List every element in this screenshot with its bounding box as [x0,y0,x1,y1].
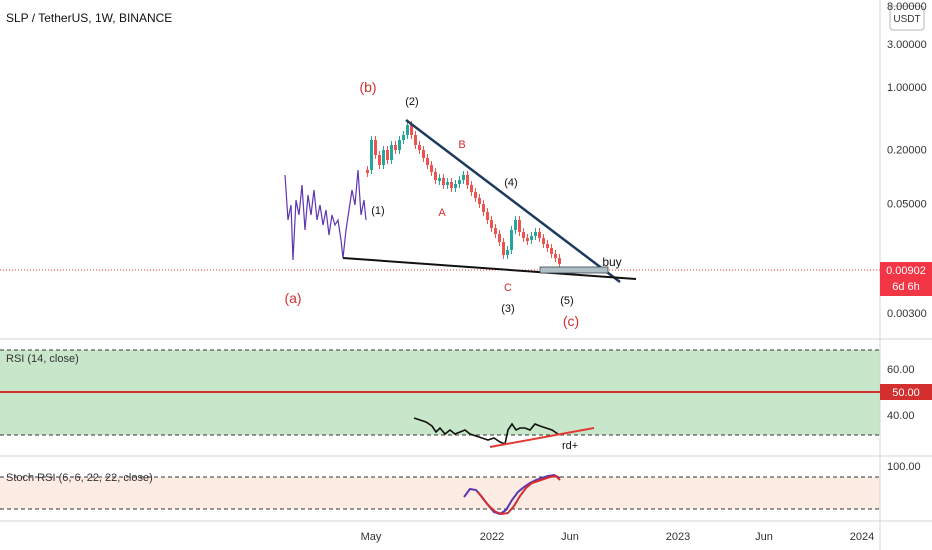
wave-label-a: (a) [284,290,301,306]
rsi-level-40: 40.00 [887,410,915,422]
price-tick-label: 0.00300 [887,308,927,320]
candle-body [494,228,497,234]
candle-body [558,258,561,264]
candle-body [542,238,545,244]
currency-label: USDT [893,14,920,25]
time-tick-2024: 2024 [850,531,874,543]
candle-body [370,140,373,170]
candle-body [482,204,485,212]
candle-body [398,140,401,150]
candle-body [502,242,505,255]
wave-label-C: C [504,282,512,294]
price-tick-label: 8.00000 [887,1,927,13]
current-price-badge [880,262,932,296]
wave-label-A: A [438,207,446,219]
candle-body [430,165,433,172]
candle-body [550,248,553,254]
stoch-level-100: 100.00 [887,461,921,473]
candle-body [478,198,481,204]
time-tick-may: May [361,531,382,543]
candle-body [514,220,517,230]
rsi-divergence-label: rd+ [562,440,578,452]
candle-body [538,232,541,238]
time-tick-jun-2023: Jun [755,531,773,543]
candle-body [442,178,445,185]
stoch-band [0,477,880,509]
price-tick-label: 0.05000 [887,199,927,211]
candle-body [498,234,501,242]
price-line-early [284,169,367,261]
candle-body [366,170,369,173]
candle-body [526,238,529,241]
buy-label: buy [602,255,621,269]
price-axis-ticks: 8.00000 3.00000 1.00000 0.20000 0.05000 0.003… [887,1,927,320]
wave-label-4: (4) [504,177,517,189]
price-tick-label: 3.00000 [887,39,927,51]
countdown-label: 6d 6h [892,281,920,293]
candle-body [426,158,429,165]
candle-body [386,150,389,160]
candle-body [374,140,377,155]
candle-body [530,236,533,240]
rsi-level-60: 60.00 [887,364,915,376]
candle-body [394,145,397,150]
wave-label-c: (c) [563,313,579,329]
price-tick-label: 1.00000 [887,82,927,94]
candle-body [414,135,417,145]
currency-badge[interactable] [889,5,925,31]
time-tick-2023: 2023 [666,531,690,543]
candle-body [522,232,525,238]
wave-label-3: (3) [501,303,514,315]
price-tick-label: 0.20000 [887,145,927,157]
buy-zone [539,266,609,274]
wave-label-B: B [458,139,465,151]
candle-body [458,180,461,184]
candle-body [506,250,509,255]
rsi-mid-badge [880,384,932,400]
candle-body [454,184,457,188]
candle-body [534,232,537,236]
candle-body [510,230,513,250]
candle-body [390,145,393,160]
price-candles [366,121,561,268]
time-tick-2022: 2022 [480,531,504,543]
candle-body [410,125,413,135]
candle-body [518,220,521,232]
candle-body [382,150,385,165]
candle-body [446,182,449,185]
candle-body [554,254,557,258]
candle-body [474,192,477,198]
candle-body [434,172,437,180]
candle-body [438,178,441,181]
symbol-header[interactable]: SLP / TetherUS, 1W, BINANCE [6,11,172,25]
upper-trendline [405,119,621,283]
rsi-title[interactable]: RSI (14, close) [6,353,79,365]
candle-body [546,244,549,248]
wave-label-5: (5) [560,295,573,307]
rsi-divergence-line [489,427,595,448]
candle-body [402,135,405,140]
candle-body [378,155,381,165]
candle-body [406,125,409,135]
candle-body [422,150,425,158]
rsi-line [413,417,559,446]
current-price-label: 0.00902 [886,265,926,277]
candle-body [466,175,469,185]
candle-body [486,212,489,220]
time-tick-jun-2022: Jun [561,531,579,543]
lower-trendline [342,257,637,280]
wave-label-b: (b) [359,79,376,95]
wave-label-1: (1) [371,205,384,217]
rsi-mid-label: 50.00 [892,387,920,399]
candle-body [490,220,493,228]
candle-body [462,175,465,180]
candle-body [450,182,453,188]
wave-label-2: (2) [405,96,418,108]
stoch-title[interactable]: Stoch RSI (6, 6, 22, 22, close) [6,472,153,484]
candle-body [470,185,473,192]
stoch-d-line [477,474,561,516]
candle-body [418,145,421,150]
